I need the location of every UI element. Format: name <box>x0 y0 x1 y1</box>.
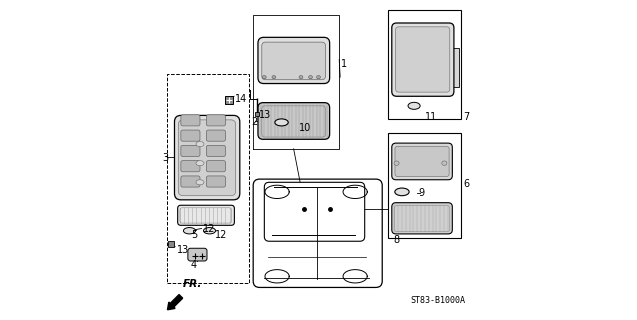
FancyBboxPatch shape <box>258 103 330 139</box>
Ellipse shape <box>408 102 420 109</box>
Ellipse shape <box>196 141 204 147</box>
FancyBboxPatch shape <box>206 115 225 126</box>
Bar <box>297 47 303 76</box>
Ellipse shape <box>394 161 399 165</box>
Bar <box>420 76 429 87</box>
Text: 4: 4 <box>191 260 197 270</box>
Bar <box>398 150 404 173</box>
FancyBboxPatch shape <box>258 37 330 84</box>
Text: FR.: FR. <box>183 279 202 289</box>
Ellipse shape <box>203 228 215 234</box>
Ellipse shape <box>196 180 204 185</box>
FancyBboxPatch shape <box>178 205 234 225</box>
Text: 13: 13 <box>259 110 271 120</box>
Bar <box>427 150 433 173</box>
FancyBboxPatch shape <box>262 42 326 80</box>
FancyBboxPatch shape <box>178 120 236 196</box>
FancyBboxPatch shape <box>206 145 225 156</box>
Ellipse shape <box>442 161 447 165</box>
FancyBboxPatch shape <box>181 176 200 187</box>
Bar <box>420 61 429 71</box>
FancyBboxPatch shape <box>175 116 240 200</box>
Ellipse shape <box>272 76 276 79</box>
FancyBboxPatch shape <box>392 203 452 234</box>
FancyBboxPatch shape <box>396 27 450 92</box>
Text: 8: 8 <box>394 235 399 245</box>
FancyBboxPatch shape <box>181 115 200 126</box>
FancyBboxPatch shape <box>181 145 200 156</box>
Bar <box>420 46 429 56</box>
Bar <box>399 46 408 56</box>
FancyBboxPatch shape <box>392 23 454 96</box>
FancyBboxPatch shape <box>206 130 225 141</box>
Text: 12: 12 <box>203 223 215 234</box>
Bar <box>388 10 461 119</box>
Text: 6: 6 <box>464 179 469 189</box>
FancyBboxPatch shape <box>206 176 225 187</box>
Ellipse shape <box>262 76 266 79</box>
Text: 9: 9 <box>419 188 425 198</box>
Text: 13: 13 <box>176 245 189 255</box>
Ellipse shape <box>183 228 196 234</box>
Text: 14: 14 <box>235 93 247 103</box>
Bar <box>436 150 443 173</box>
Bar <box>441 31 450 41</box>
Bar <box>313 47 319 76</box>
Bar <box>441 61 450 71</box>
Bar <box>451 49 459 87</box>
Text: 1: 1 <box>341 60 348 69</box>
Bar <box>399 61 408 71</box>
Ellipse shape <box>299 76 303 79</box>
FancyBboxPatch shape <box>181 130 200 141</box>
Ellipse shape <box>395 188 409 196</box>
Bar <box>420 31 429 41</box>
Ellipse shape <box>275 119 288 126</box>
Bar <box>441 76 450 87</box>
Bar <box>388 133 461 238</box>
FancyBboxPatch shape <box>395 146 449 177</box>
Ellipse shape <box>308 76 312 79</box>
FancyBboxPatch shape <box>392 143 452 180</box>
Bar <box>408 150 414 173</box>
Bar <box>417 150 424 173</box>
Bar <box>274 47 279 76</box>
Text: 12: 12 <box>215 230 227 240</box>
Text: 10: 10 <box>299 123 311 133</box>
FancyBboxPatch shape <box>188 248 207 261</box>
Bar <box>261 104 327 110</box>
Bar <box>322 47 327 76</box>
Text: 5: 5 <box>191 230 197 240</box>
Ellipse shape <box>196 161 204 166</box>
Text: 11: 11 <box>426 112 438 122</box>
Ellipse shape <box>317 76 320 79</box>
Bar <box>290 47 295 76</box>
FancyBboxPatch shape <box>253 179 382 287</box>
Bar <box>282 47 287 76</box>
Bar <box>266 47 271 76</box>
Bar <box>446 150 452 173</box>
FancyBboxPatch shape <box>181 161 200 172</box>
FancyArrow shape <box>168 295 183 310</box>
Bar <box>167 74 249 283</box>
Text: 7: 7 <box>464 112 469 122</box>
Text: 3: 3 <box>162 153 169 164</box>
Text: 2: 2 <box>252 117 258 127</box>
Bar <box>441 46 450 56</box>
Bar <box>399 31 408 41</box>
FancyBboxPatch shape <box>206 161 225 172</box>
FancyBboxPatch shape <box>264 182 365 241</box>
Bar <box>306 47 311 76</box>
Bar <box>399 76 408 87</box>
Text: ST83-B1000A: ST83-B1000A <box>410 296 465 305</box>
